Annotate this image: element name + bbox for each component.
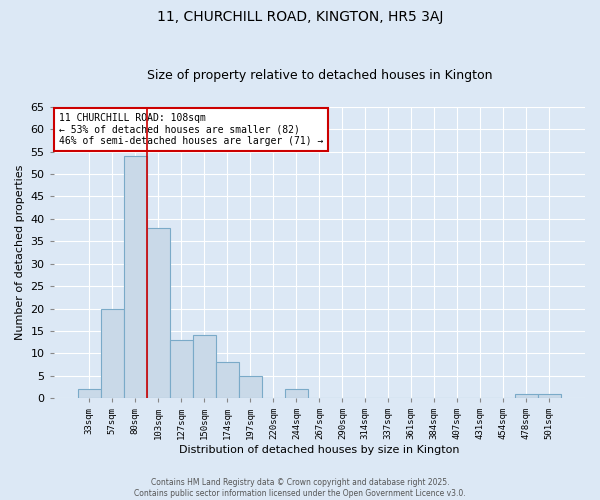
Text: Contains HM Land Registry data © Crown copyright and database right 2025.
Contai: Contains HM Land Registry data © Crown c… xyxy=(134,478,466,498)
Bar xyxy=(538,394,561,398)
Text: 11 CHURCHILL ROAD: 108sqm
← 53% of detached houses are smaller (82)
46% of semi-: 11 CHURCHILL ROAD: 108sqm ← 53% of detac… xyxy=(59,112,323,146)
X-axis label: Distribution of detached houses by size in Kington: Distribution of detached houses by size … xyxy=(179,445,460,455)
Bar xyxy=(285,389,308,398)
Y-axis label: Number of detached properties: Number of detached properties xyxy=(15,165,25,340)
Bar xyxy=(170,340,193,398)
Bar xyxy=(147,228,170,398)
Bar xyxy=(193,336,216,398)
Bar xyxy=(101,308,124,398)
Title: Size of property relative to detached houses in Kington: Size of property relative to detached ho… xyxy=(146,69,492,82)
Bar xyxy=(78,389,101,398)
Text: 11, CHURCHILL ROAD, KINGTON, HR5 3AJ: 11, CHURCHILL ROAD, KINGTON, HR5 3AJ xyxy=(157,10,443,24)
Bar xyxy=(124,156,147,398)
Bar xyxy=(216,362,239,398)
Bar xyxy=(239,376,262,398)
Bar xyxy=(515,394,538,398)
